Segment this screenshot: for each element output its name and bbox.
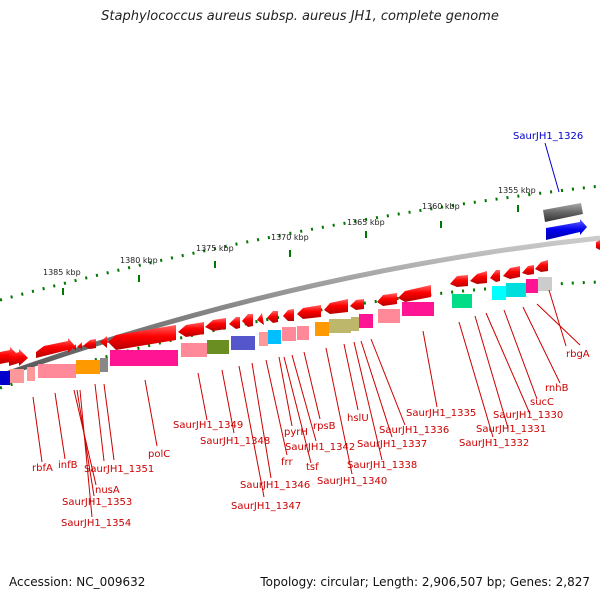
gene-arrow bbox=[257, 313, 264, 325]
gene-arrow bbox=[71, 344, 76, 350]
gene-edge-red bbox=[596, 240, 600, 250]
gene-label: frr bbox=[281, 457, 293, 468]
gene-arrow bbox=[377, 293, 397, 306]
gene-label: SaurJH1_1349 bbox=[173, 420, 243, 431]
gene-arrow bbox=[503, 266, 520, 279]
outer-tick-ring bbox=[0, 184, 600, 302]
genome-backbone bbox=[0, 235, 600, 379]
gene-label: SaurJH1_1342 bbox=[285, 442, 355, 453]
figure-title: Staphylococcus aureus subsp. aureus JH1,… bbox=[101, 9, 499, 24]
gene-arrow bbox=[77, 342, 82, 349]
gene-label: infB bbox=[58, 460, 78, 471]
gene-label: SaurJH1_1354 bbox=[61, 518, 131, 529]
gene-arrow bbox=[83, 339, 96, 349]
gene-label: rbgA bbox=[566, 349, 590, 360]
highlight-pointer-line bbox=[544, 142, 560, 193]
gene-arrow bbox=[470, 271, 487, 284]
gene-arrow bbox=[297, 305, 321, 319]
gene-label: polC bbox=[148, 449, 170, 460]
gene-saurjh1-1326 bbox=[543, 203, 583, 222]
gene-label: SaurJH1_1335 bbox=[406, 408, 476, 419]
gene-label: SaurJH1_1340 bbox=[317, 476, 387, 487]
gene-arrow bbox=[490, 270, 500, 282]
gene-arrow bbox=[205, 318, 226, 331]
gene-label: SaurJH1_1336 bbox=[379, 425, 449, 436]
gene-label: rnhB bbox=[545, 383, 569, 394]
gene-arrow bbox=[108, 325, 176, 350]
function-bars bbox=[0, 277, 552, 385]
gene-arrow bbox=[324, 299, 348, 314]
label-pointer-lines bbox=[32, 289, 581, 518]
scale-label: 1375 kbp bbox=[196, 244, 234, 253]
gene-label: sucC bbox=[530, 397, 554, 408]
gene-label: SaurJH1_1338 bbox=[347, 460, 417, 471]
gene-label: SaurJH1_1351 bbox=[84, 464, 154, 475]
scale-label: 1385 kbp bbox=[43, 268, 81, 277]
gene-label: SaurJH1_1348 bbox=[200, 436, 270, 447]
gene-label: tsf bbox=[306, 462, 319, 473]
major-ticks bbox=[62, 205, 519, 295]
gene-label: SaurJH1_1353 bbox=[62, 497, 132, 508]
gene-arrow bbox=[178, 322, 204, 337]
gene-label: hslU bbox=[347, 413, 369, 424]
scale-label: 1380 kbp bbox=[120, 256, 158, 265]
gene-forward-blue bbox=[546, 219, 587, 240]
gene-label: nusA bbox=[95, 485, 120, 496]
gene-arrow bbox=[229, 317, 240, 329]
gene-arrow bbox=[36, 338, 75, 358]
gene-label: SaurJH1_1330 bbox=[493, 410, 563, 421]
gene-arrow bbox=[398, 285, 431, 302]
gene-label: SaurJH1_1332 bbox=[459, 438, 529, 449]
gene-label: pyrH bbox=[284, 427, 308, 438]
gene-arrow bbox=[522, 265, 534, 275]
genome-summary-text: Topology: circular; Length: 2,906,507 bp… bbox=[260, 575, 590, 589]
gene-arrow bbox=[100, 336, 107, 348]
scale-label: 1365 kbp bbox=[347, 218, 385, 227]
gene-label: SaurJH1_1346 bbox=[240, 480, 310, 491]
gene-arrow bbox=[283, 309, 294, 321]
gene-label: SaurJH1_1331 bbox=[476, 424, 546, 435]
highlight-gene-label: SaurJH1_1326 bbox=[513, 131, 583, 142]
gene-arrow bbox=[450, 275, 468, 287]
gene-label: rpsB bbox=[313, 421, 336, 432]
gene-label: SaurJH1_1347 bbox=[231, 501, 301, 512]
reverse-strand-genes bbox=[0, 260, 548, 366]
scale-label: 1360 kbp bbox=[422, 202, 460, 211]
gene-arrow bbox=[242, 314, 253, 327]
scale-label: 1355 kbp bbox=[498, 186, 536, 195]
gene-label: rbfA bbox=[32, 463, 53, 474]
gene-arrow bbox=[350, 299, 364, 310]
gene-label: SaurJH1_1337 bbox=[357, 439, 427, 450]
scale-label: 1370 kbp bbox=[271, 233, 309, 242]
accession-text: Accession: NC_009632 bbox=[9, 575, 146, 589]
gene-arrow bbox=[9, 349, 28, 366]
gene-arrow bbox=[267, 311, 278, 323]
gene-arrow bbox=[535, 260, 548, 272]
